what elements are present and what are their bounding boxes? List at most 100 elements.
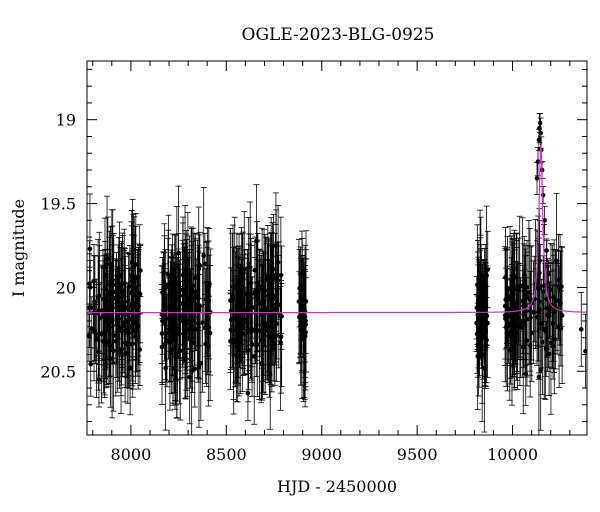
- data-marker: [540, 289, 546, 294]
- data-marker: [116, 316, 121, 322]
- data-marker: [114, 305, 119, 310]
- data-point: [527, 270, 534, 365]
- data-marker: [505, 332, 510, 338]
- data-marker: [176, 296, 181, 302]
- data-point: [253, 184, 260, 298]
- data-point: [180, 216, 187, 334]
- data-marker: [522, 312, 528, 318]
- data-point: [536, 220, 543, 301]
- data-marker: [278, 334, 284, 340]
- data-marker: [170, 346, 175, 352]
- data-point: [582, 313, 587, 389]
- data-marker: [189, 298, 195, 304]
- data-marker: [544, 248, 549, 253]
- y-tick-label: 20: [56, 278, 76, 297]
- data-marker: [96, 377, 102, 382]
- data-marker: [527, 343, 533, 348]
- data-marker: [537, 258, 542, 263]
- data-marker: [259, 287, 265, 292]
- data-point: [264, 278, 271, 384]
- data-point: [110, 307, 117, 364]
- data-marker: [482, 365, 487, 371]
- data-marker: [510, 273, 516, 279]
- data-point: [110, 289, 117, 412]
- data-point: [481, 303, 488, 433]
- data-marker: [138, 268, 143, 273]
- data-marker: [205, 308, 210, 314]
- data-point: [106, 270, 113, 385]
- data-marker: [237, 314, 242, 320]
- plot-frame: [86, 60, 588, 436]
- data-marker: [96, 307, 101, 313]
- data-marker: [181, 318, 186, 323]
- data-marker: [228, 327, 234, 333]
- x-tick-label: 9500: [397, 445, 438, 464]
- data-marker: [99, 331, 104, 337]
- data-point: [553, 192, 560, 329]
- data-marker: [303, 322, 309, 327]
- data-point: [475, 313, 482, 397]
- data-marker: [538, 130, 543, 136]
- data-point: [551, 239, 558, 373]
- data-point: [195, 306, 202, 428]
- data-marker: [267, 372, 273, 378]
- y-tick-labels: 19 19.5 20 20.5: [40, 111, 76, 382]
- data-marker: [91, 278, 97, 284]
- data-marker: [265, 328, 271, 333]
- data-marker: [546, 271, 552, 277]
- data-marker: [252, 267, 258, 273]
- data-point: [509, 238, 516, 314]
- data-marker: [273, 275, 279, 281]
- data-point: [482, 265, 489, 349]
- data-point: [101, 268, 108, 396]
- data-marker: [536, 137, 542, 143]
- data-marker: [107, 324, 112, 330]
- data-marker: [537, 125, 542, 131]
- data-marker: [520, 298, 526, 304]
- data-point: [534, 268, 541, 366]
- data-marker: [260, 338, 265, 344]
- data-point: [122, 248, 129, 356]
- data-marker: [545, 312, 550, 318]
- data-marker: [277, 313, 283, 318]
- data-point: [88, 296, 95, 363]
- data-point: [503, 267, 510, 387]
- data-marker: [133, 333, 139, 339]
- x-axis-title: HJD - 2450000: [277, 477, 397, 496]
- data-marker: [538, 367, 543, 373]
- data-marker: [105, 318, 111, 324]
- data-marker: [524, 294, 530, 300]
- data-marker: [137, 347, 143, 352]
- data-point: [522, 341, 529, 406]
- data-point: [129, 198, 136, 338]
- data-point: [540, 255, 547, 328]
- data-marker: [246, 348, 251, 353]
- data-marker: [248, 280, 254, 286]
- data-point: [205, 295, 212, 360]
- data-point: [234, 275, 241, 403]
- data-point: [245, 273, 252, 347]
- data-marker: [235, 336, 241, 342]
- data-point: [530, 260, 537, 364]
- data-point: [106, 258, 113, 329]
- data-point: [191, 330, 198, 408]
- data-marker: [534, 314, 540, 320]
- data-marker: [476, 352, 481, 358]
- x-tick-label: 8500: [206, 445, 247, 464]
- data-marker: [240, 307, 246, 313]
- data-marker: [115, 327, 120, 332]
- data-point: [95, 255, 102, 365]
- data-point: [188, 241, 195, 362]
- data-point: [251, 241, 258, 300]
- data-point: [277, 286, 284, 345]
- data-marker: [130, 265, 135, 271]
- data-marker: [169, 268, 175, 274]
- data-point: [559, 246, 566, 384]
- data-marker: [167, 304, 173, 309]
- x-tick-labels: 8000 8500 9000 9500 10000: [111, 445, 538, 464]
- data-point: [477, 244, 484, 351]
- data-point: [87, 331, 94, 397]
- data-point: [165, 277, 172, 360]
- data-marker: [88, 361, 94, 367]
- data-layer: [87, 113, 587, 435]
